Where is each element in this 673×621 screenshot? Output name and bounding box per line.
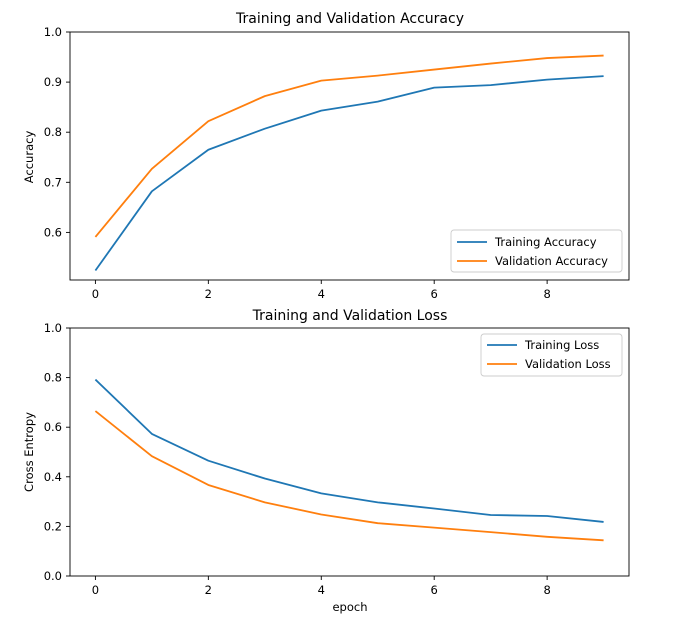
y-tick-label: 0.6 [44, 225, 62, 239]
x-tick-label: 0 [92, 583, 99, 597]
x-tick-label: 2 [205, 287, 212, 301]
x-tick-label: 8 [543, 583, 550, 597]
series-line-training-accuracy [94, 75, 604, 272]
chart-title: Training and Validation Accuracy [235, 11, 464, 27]
chart-title: Training and Validation Loss [252, 308, 448, 324]
y-tick-label: 1.0 [44, 321, 62, 335]
y-tick-label: 0.2 [44, 519, 62, 533]
y-axis-label: Accuracy [22, 131, 36, 184]
legend-box [450, 229, 623, 273]
tick-layer: 0 2 4 6 8 0.0 0.2 0.4 0.6 0.8 1.0 [44, 321, 551, 597]
x-axis-label: epoch [332, 600, 367, 614]
legend: Training Loss Validation Loss [480, 333, 623, 377]
y-tick-label: 0.8 [44, 125, 62, 139]
x-tick-label: 0 [92, 287, 99, 301]
series-line-validation-accuracy [94, 54, 604, 238]
x-tick-label: 4 [318, 583, 325, 597]
legend-label-validation-loss: Validation Loss [525, 357, 611, 371]
plot-frame [69, 327, 630, 577]
x-tick-label: 6 [431, 287, 438, 301]
legend-label-validation-accuracy: Validation Accuracy [495, 254, 608, 268]
y-tick-label: 0.7 [44, 175, 62, 189]
legend-label-training-loss: Training Loss [524, 338, 599, 352]
y-tick-label: 1.0 [44, 25, 62, 39]
y-tick-label: 0.0 [44, 569, 62, 583]
y-tick-label: 0.9 [44, 75, 62, 89]
x-tick-label: 2 [205, 583, 212, 597]
plot-frame [69, 31, 630, 281]
x-tick-label: 6 [431, 583, 438, 597]
y-tick-label: 0.8 [44, 371, 62, 385]
series-layer [94, 54, 604, 272]
y-tick-label: 0.4 [44, 470, 62, 484]
legend: Training Accuracy Validation Accuracy [450, 229, 623, 273]
accuracy-chart: Training and Validation Accuracy Accurac… [22, 11, 630, 301]
loss-chart: Training and Validation Loss Cross Entro… [22, 308, 630, 614]
series-line-validation-loss [94, 410, 604, 542]
series-line-training-loss [94, 378, 604, 523]
y-axis-label: Cross Entropy [22, 412, 36, 492]
series-layer [94, 378, 604, 542]
legend-label-training-accuracy: Training Accuracy [494, 235, 597, 249]
x-tick-label: 8 [543, 287, 550, 301]
y-tick-label: 0.6 [44, 420, 62, 434]
tick-layer: 0 2 4 6 8 0.6 0.7 0.8 0.9 1.0 [44, 25, 551, 301]
x-tick-label: 4 [318, 287, 325, 301]
